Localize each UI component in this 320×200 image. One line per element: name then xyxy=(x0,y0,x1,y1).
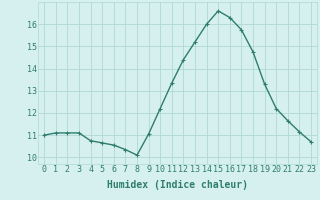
X-axis label: Humidex (Indice chaleur): Humidex (Indice chaleur) xyxy=(107,180,248,190)
